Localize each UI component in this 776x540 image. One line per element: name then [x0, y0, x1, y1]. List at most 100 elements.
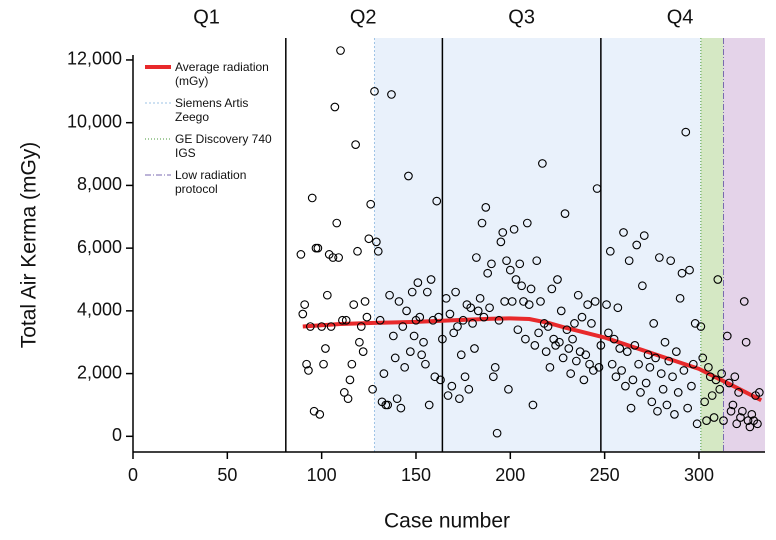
scatter-point — [517, 281, 526, 291]
scatter-point — [607, 359, 617, 369]
scatter-point — [483, 268, 493, 278]
scatter-point — [617, 366, 626, 375]
scatter-point — [475, 293, 485, 303]
scatter-point — [515, 259, 525, 269]
scatter-point — [677, 268, 687, 278]
scatter-point — [528, 400, 538, 410]
x-tick-label: 200 — [495, 465, 525, 485]
scatter-point — [360, 297, 370, 306]
scatter-point — [419, 337, 428, 347]
scatter-point — [319, 359, 328, 369]
scatter-point — [322, 290, 332, 300]
scatter-point — [630, 341, 640, 350]
y-tick-label: 4,000 — [77, 300, 122, 320]
scatter-point — [590, 297, 600, 306]
scatter-point — [547, 284, 557, 294]
scatter-point — [466, 303, 476, 313]
scatter-point — [581, 350, 591, 360]
scatter-point — [687, 381, 696, 391]
quarter-label: Q4 — [667, 6, 694, 28]
scatter-point — [713, 275, 723, 284]
scatter-point — [460, 372, 470, 382]
scatter-point — [398, 322, 408, 331]
scatter-point — [624, 256, 634, 266]
scatter-point — [545, 362, 555, 372]
scatter-point — [532, 256, 542, 266]
scatter-point — [421, 359, 430, 369]
scatter-point — [307, 193, 317, 203]
scatter-point — [513, 325, 523, 335]
scatter-point — [670, 410, 679, 419]
scatter-point — [436, 375, 445, 385]
scatter-point — [400, 362, 410, 372]
scatter-point — [655, 253, 664, 262]
scatter-point — [487, 259, 496, 269]
scatter-point — [711, 375, 721, 385]
scatter-point — [315, 410, 325, 419]
scatter-point — [641, 378, 651, 388]
scatter-point — [736, 413, 745, 422]
scatter-point — [472, 253, 481, 262]
scatter-point — [388, 331, 398, 341]
x-tick-label: 300 — [684, 465, 714, 485]
scatter-point — [417, 350, 426, 360]
scatter-point — [334, 253, 343, 262]
scatter-point — [394, 297, 404, 306]
scatter-point — [300, 300, 310, 309]
scatter-point — [370, 86, 379, 96]
scatter-point — [673, 388, 683, 397]
scatter-point — [698, 353, 708, 363]
scatter-point — [304, 366, 313, 375]
scatter-point — [634, 359, 643, 369]
scatter-point — [443, 391, 453, 400]
scatter-point — [405, 347, 415, 356]
scatter-point — [387, 90, 396, 99]
y-tick-label: 8,000 — [77, 174, 122, 194]
scatter-point — [441, 293, 451, 303]
scatter-point — [341, 315, 351, 325]
x-tick-label: 100 — [307, 465, 337, 485]
legend-entry: Average radiation (mGy) — [143, 60, 275, 88]
y-axis-title: Total Air Kerma (mGy) — [18, 142, 41, 349]
legend-label: Siemens Artis Zeego — [175, 96, 249, 124]
scatter-point — [596, 341, 606, 350]
scatter-point — [326, 322, 336, 331]
x-tick-label: 150 — [401, 465, 431, 485]
scatter-point — [353, 246, 362, 256]
scatter-point — [456, 350, 466, 360]
scatter-point — [521, 334, 530, 344]
scatter-point — [362, 312, 372, 322]
scatter-point — [317, 322, 327, 331]
scatter-point — [458, 315, 468, 325]
scatter-point — [560, 209, 570, 218]
scatter-point — [715, 384, 725, 394]
scatter-point — [522, 218, 532, 228]
scatter-point — [613, 303, 623, 313]
legend-swatch — [145, 65, 171, 69]
scatter-point — [511, 275, 521, 284]
scatter-point — [338, 315, 347, 325]
scatter-point — [347, 359, 357, 369]
scatter-point — [526, 284, 536, 294]
legend-label: Average radiation (mGy) — [175, 60, 269, 88]
scatter-point — [366, 199, 376, 209]
scatter-point — [728, 400, 738, 410]
scatter-point — [415, 312, 425, 322]
scatter-point — [611, 372, 621, 382]
scatter-point — [468, 319, 477, 328]
scatter-point — [707, 391, 717, 400]
scatter-point — [638, 281, 647, 291]
scatter-point — [592, 184, 602, 193]
scatter-point — [449, 328, 459, 338]
scatter-point — [675, 293, 685, 303]
scatter-point — [743, 416, 753, 425]
x-tick-label: 250 — [590, 465, 620, 485]
scatter-point — [734, 388, 743, 397]
scatter-point — [632, 240, 642, 250]
scatter-point — [685, 265, 694, 275]
scatter-point — [496, 237, 506, 247]
y-tick-label: 12,000 — [67, 49, 122, 69]
scatter-point — [492, 428, 502, 438]
scatter-point — [626, 403, 636, 413]
scatter-point — [375, 315, 385, 325]
